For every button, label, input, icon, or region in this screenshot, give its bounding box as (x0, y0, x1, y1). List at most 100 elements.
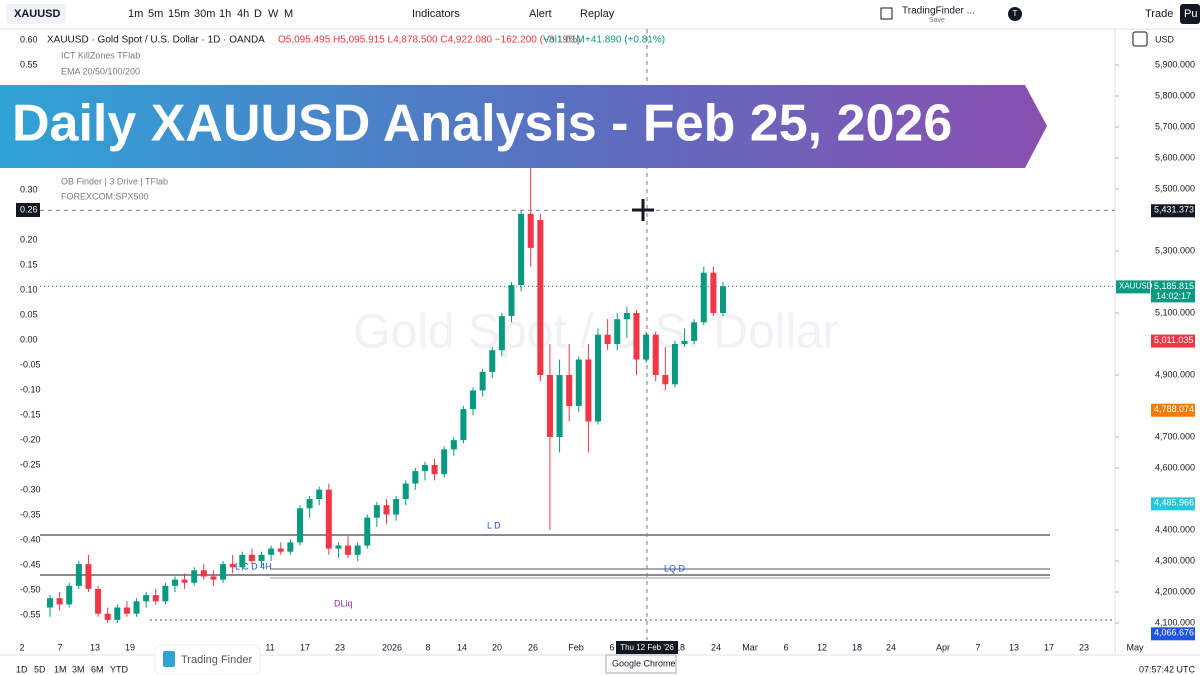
price-marker-label: 4,788.074 (1154, 404, 1194, 414)
price-tick-label: 4,100.000 (1155, 617, 1195, 627)
symbol-box[interactable] (6, 4, 66, 24)
screenshot-icon[interactable] (1132, 31, 1148, 47)
interval-button[interactable]: 5m (148, 8, 163, 20)
candle-body (710, 272, 717, 313)
candle-body (210, 576, 217, 580)
time-tick-label: 20 (492, 642, 502, 652)
left-tick-label: -0.25 (20, 459, 41, 469)
interval-button[interactable]: 4h (237, 8, 249, 20)
layout-name[interactable]: TradingFinder ... (902, 6, 975, 17)
time-tick-label: 7 (57, 642, 62, 652)
range-button[interactable]: 1D (16, 664, 28, 674)
interval-button[interactable]: D (254, 8, 262, 20)
price-marker-label: 5,431.373 (1154, 205, 1194, 215)
time-tick-label: 7 (975, 642, 980, 652)
candle-body (306, 499, 313, 509)
price-tick-label: 5,800.000 (1155, 90, 1195, 100)
candle-body (152, 595, 159, 602)
candle-body (566, 375, 573, 406)
candle-body (671, 344, 678, 385)
candle-body (191, 570, 198, 583)
time-tick-label: 23 (335, 642, 345, 652)
candle-body (47, 598, 53, 608)
candle-body (114, 607, 121, 620)
left-tick-label: -0.50 (20, 584, 41, 594)
candle-body (450, 440, 457, 450)
time-tick-label: 8 (425, 642, 430, 652)
interval-button[interactable]: W (268, 8, 279, 20)
clock: 07:57:42 UTC (1139, 664, 1196, 674)
symbol[interactable]: XAUUSD (14, 8, 61, 20)
candle-body (200, 570, 207, 577)
candle-body (441, 449, 448, 475)
price-tick-label: 4,400.000 (1155, 524, 1195, 534)
candle-body (239, 554, 246, 568)
time-tick-label: Mar (742, 642, 758, 652)
publish-label[interactable]: Pu (1184, 8, 1197, 20)
interval-button[interactable]: 15m (168, 8, 189, 20)
candle-body (508, 285, 515, 317)
price-marker-label: 4,485.966 (1154, 498, 1194, 508)
range-button[interactable]: 3M (72, 664, 85, 674)
candle-body (316, 489, 323, 499)
candle-body (479, 371, 486, 391)
time-tick-label: 2 (19, 642, 24, 652)
candle-body (104, 613, 111, 620)
candle-body (123, 607, 130, 614)
publish-button[interactable] (1180, 4, 1200, 24)
left-tick-label: -0.45 (20, 559, 41, 569)
price-marker (1151, 627, 1195, 641)
indicator-label: OB Finder | 3 Drive | TFlab (61, 176, 168, 186)
left-tick-label: 0.15 (20, 259, 38, 269)
interval-button[interactable]: 30m (194, 8, 215, 20)
range-button[interactable]: 5D (34, 664, 46, 674)
time-tick-label: 14 (457, 642, 467, 652)
interval-button[interactable]: 1h (219, 8, 231, 20)
price-marker (1151, 334, 1195, 348)
interval-button[interactable]: M (284, 8, 293, 20)
time-tick-label: 19 (125, 642, 135, 652)
checkbox[interactable] (880, 7, 893, 20)
candle-body (325, 489, 332, 549)
trade-button[interactable]: Trade (1145, 8, 1173, 20)
interval-button[interactable]: 1m (128, 8, 143, 20)
price-marker (1151, 497, 1195, 511)
left-tick-label: -0.20 (20, 434, 41, 444)
candle-body (162, 585, 169, 602)
candle-body (498, 316, 505, 351)
banner (0, 85, 1047, 168)
symbol-tag-label: XAUUSD (1119, 282, 1153, 291)
left-tick-label: 0.10 (20, 284, 38, 294)
candle-body (643, 334, 650, 360)
candle-body (720, 286, 726, 313)
left-tick-label: -0.40 (20, 534, 41, 544)
candle-body (354, 545, 361, 555)
legend-change: +41.890 (+0.81%) (585, 35, 665, 46)
candle-body (700, 272, 707, 323)
annotation: L C D 4H (235, 561, 272, 571)
avatar[interactable] (1008, 7, 1022, 21)
candle-body (431, 464, 438, 475)
price-tick-label: 4,200.000 (1155, 586, 1195, 596)
range-button[interactable]: YTD (110, 664, 129, 674)
time-tick-label: 13 (1009, 642, 1019, 652)
replay-button[interactable]: Replay (580, 8, 615, 20)
candle-body (383, 505, 390, 515)
candle-body (489, 350, 496, 372)
legend-volume: Vol1.01M (543, 35, 585, 46)
indicators-button[interactable]: Indicators (412, 8, 460, 20)
alert-button[interactable]: Alert (529, 8, 552, 20)
candle-body (143, 595, 150, 602)
price-tick-label: 4,700.000 (1155, 431, 1195, 441)
currency[interactable]: USD (1155, 34, 1175, 44)
range-button[interactable]: 1M (54, 664, 67, 674)
save-label[interactable]: Save (929, 17, 945, 24)
price-tick-label: 4,900.000 (1155, 369, 1195, 379)
price-tick-label: 5,300.000 (1155, 245, 1195, 255)
candle-body (393, 499, 400, 515)
candle-body (412, 471, 419, 484)
range-button[interactable]: 6M (91, 664, 104, 674)
avatar-letter[interactable]: T (1013, 9, 1018, 18)
indicator-label: ICT KillZones TFlab (61, 50, 140, 60)
